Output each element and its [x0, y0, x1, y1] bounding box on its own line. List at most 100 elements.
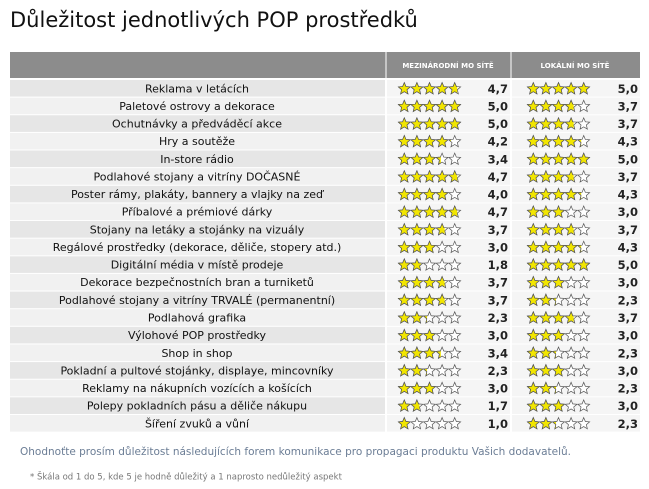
row-background	[10, 80, 385, 97]
rating-value: 4,7	[488, 205, 508, 219]
row-name: Reklamy na nákupních vozících a košících	[82, 382, 312, 395]
rating-value: 2,3	[618, 417, 638, 431]
star-rating	[526, 346, 591, 360]
rating-value: 4,3	[618, 188, 638, 202]
row-background	[10, 344, 385, 362]
title: Důležitost jednotlivých POP prostředků	[10, 8, 418, 32]
rating-value: 1,8	[488, 258, 508, 272]
star-rating	[526, 363, 591, 377]
row-name: Stojany na letáky a stojánky na vizuály	[90, 223, 305, 236]
star-rating	[526, 222, 591, 236]
rating-value: 3,7	[618, 311, 638, 325]
row-name: Ochutnávky a předváděcí akce	[112, 118, 282, 131]
row-background	[10, 132, 385, 150]
row-background	[10, 256, 385, 273]
row-name: Digitální média v místě prodeje	[111, 259, 284, 272]
star-rating	[526, 187, 591, 201]
rating-value: 3,7	[618, 117, 638, 131]
row-background	[10, 397, 385, 414]
rating-value: 3,0	[618, 205, 638, 219]
rating-value: 5,0	[488, 99, 508, 113]
row-background	[10, 97, 385, 115]
row-name: Shop in shop	[161, 347, 232, 360]
row-name: Poster rámy, plakáty, bannery a vlajky n…	[71, 188, 325, 201]
star-rating	[526, 328, 591, 342]
rating-value: 3,7	[488, 276, 508, 290]
row-name: Příbalové a prémiové dárky	[122, 206, 273, 219]
row-name: Podlahové stojany a vitríny DOČASNÉ	[94, 170, 301, 183]
row-name: Paletové ostrovy a dekorace	[119, 100, 275, 113]
header-bar	[10, 52, 640, 78]
rating-value: 4,0	[488, 188, 508, 202]
rating-value: 2,3	[618, 293, 638, 307]
rating-value: 5,0	[618, 258, 638, 272]
star-rating	[397, 328, 462, 342]
star-rating	[397, 240, 462, 254]
row-name: Podlahová grafika	[148, 312, 246, 325]
row-background	[10, 291, 385, 309]
question: Ohodnoťte prosím důležitost následujícíc…	[20, 446, 571, 458]
rating-value: 3,0	[488, 382, 508, 396]
rating-value: 3,7	[618, 99, 638, 113]
star-rating	[397, 416, 462, 430]
star-rating	[397, 310, 462, 324]
rating-value: 4,2	[488, 135, 508, 149]
row-background	[10, 168, 385, 185]
star-rating	[526, 293, 591, 307]
star-rating	[526, 152, 591, 166]
rating-value: 3,7	[618, 170, 638, 184]
rating-value: 3,4	[488, 346, 508, 360]
rating-value: 3,7	[488, 293, 508, 307]
star-rating	[526, 81, 591, 95]
row-background	[10, 326, 385, 344]
star-rating	[397, 81, 462, 95]
star-rating	[526, 257, 591, 271]
rating-value: 3,0	[618, 329, 638, 343]
rating-value: 1,7	[488, 399, 508, 413]
rating-value: 1,0	[488, 417, 508, 431]
star-rating	[526, 416, 591, 430]
rating-value: 3,0	[618, 276, 638, 290]
star-rating	[397, 134, 462, 148]
row-background	[10, 414, 385, 432]
column-header: MEZINÁRODNÍ MO SÍTĚ	[402, 61, 494, 70]
star-rating	[526, 399, 591, 412]
rating-value: 5,0	[618, 152, 638, 166]
rating-value: 2,3	[488, 364, 508, 378]
star-rating	[397, 363, 462, 377]
row-name: Podlahové stojany a vitríny TRVALÉ (perm…	[59, 294, 335, 307]
star-rating	[397, 99, 462, 113]
star-rating	[526, 134, 591, 148]
star-rating	[526, 381, 591, 395]
row-name: Výlohové POP prostředky	[128, 329, 266, 342]
row-name: Hry a soutěže	[159, 135, 235, 148]
star-rating	[397, 293, 462, 307]
star-rating	[397, 152, 462, 166]
row-name: Šíření zvuků a vůní	[145, 417, 250, 430]
row-name: Polepy pokladních pásu a děliče nákupu	[87, 400, 307, 413]
row-background	[10, 379, 385, 397]
star-rating	[397, 346, 462, 360]
row-name: Dekorace bezpečnostních bran a turniketů	[80, 276, 314, 289]
star-rating	[526, 205, 591, 218]
star-rating	[397, 187, 462, 201]
rating-value: 2,3	[618, 382, 638, 396]
rating-value: 3,0	[618, 399, 638, 413]
rating-value: 3,7	[618, 223, 638, 237]
row-name: In-store rádio	[160, 153, 234, 166]
rating-value: 4,7	[488, 170, 508, 184]
rating-value: 4,3	[618, 135, 638, 149]
star-rating	[526, 310, 591, 324]
rating-value: 3,4	[488, 152, 508, 166]
rating-value: 3,7	[488, 223, 508, 237]
star-rating	[526, 116, 591, 130]
rating-value: 5,0	[618, 82, 638, 96]
row-name: Pokladní a pultové stojánky, displaye, m…	[60, 364, 334, 377]
star-rating	[397, 205, 462, 218]
row-background	[10, 238, 385, 256]
row-background	[10, 273, 385, 291]
star-rating	[397, 275, 462, 289]
rating-value: 2,3	[618, 346, 638, 360]
row-background	[10, 203, 385, 221]
